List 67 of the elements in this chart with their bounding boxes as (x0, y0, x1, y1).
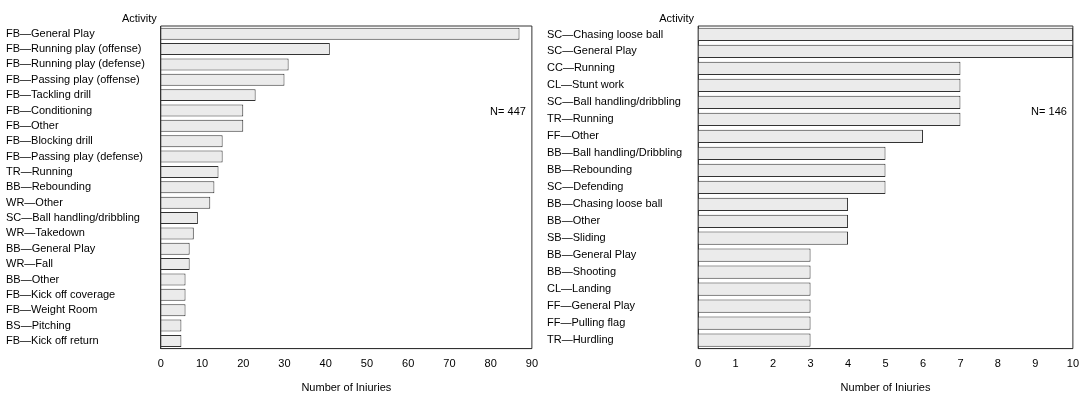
y-tick-label: FB—Other (6, 118, 59, 131)
y-tick-label: WR—Other (6, 195, 64, 208)
x-tick-label: 1 (732, 357, 739, 370)
x-tick-label: 4 (844, 357, 852, 370)
y-tick-label: SC—Ball handling/dribbling (547, 95, 681, 108)
y-tick-label: FF—General Play (547, 299, 636, 312)
y-tick-label: TR—Running (547, 112, 614, 125)
y-tick-label: BB—Ball handling/Dribbling (547, 146, 683, 159)
y-tick-label: BB—Rebounding (547, 163, 633, 176)
y-tick-label: BB—Other (6, 272, 60, 285)
y-tick-label: TR—Hurdling (547, 333, 614, 346)
y-tick-label: BB—Shooting (547, 265, 617, 278)
y-tick-label: FB—Kick off coverage (6, 287, 116, 300)
y-tick-label: FF—Other (547, 129, 600, 142)
annotation: N= 447 (490, 105, 526, 118)
y-tick-label: BB—Rebounding (6, 180, 92, 193)
annotation: N= 146 (1031, 105, 1067, 118)
y-tick-label: BS—Pitching (6, 318, 71, 331)
y-tick-label: BB—General Play (6, 241, 96, 254)
y-tick-label: SC—General Play (547, 44, 638, 57)
y-tick-label: CL—Stunt work (547, 78, 625, 91)
x-tick-label: 10 (195, 357, 209, 370)
y-tick-label: TR—Running (6, 164, 73, 177)
y-tick-label: FF—Pulling flag (547, 316, 626, 329)
y-tick-label: FB—Passing play (offense) (6, 72, 140, 85)
y-tick-label: SC—Chasing loose ball (547, 27, 664, 40)
x-tick-label: 90 (525, 357, 539, 370)
y-tick-label: FB—Passing play (defense) (6, 149, 143, 162)
x-tick-label: 30 (278, 357, 291, 370)
x-tick-label: 20 (237, 357, 250, 370)
x-tick-label: 10 (1066, 357, 1080, 370)
x-tick-label: 5 (882, 357, 889, 370)
y-tick-label: FB—Tackling drill (6, 88, 91, 101)
x-tick-label: 60 (402, 357, 415, 370)
y-tick-label: SC—Defending (547, 180, 624, 193)
y-tick-label: CL—Landing (547, 282, 612, 295)
y-tick-label: FB—Conditioning (6, 103, 93, 116)
y-tick-label: FB—Kick off return (6, 333, 99, 346)
y-tick-label: BB—General Play (547, 248, 637, 261)
x-tick-label: 0 (157, 357, 164, 370)
y-tick-label: FB—Running play (defense) (6, 57, 145, 70)
y-tick-label: CC—Running (547, 61, 615, 74)
x-axis-title: Number of Iniuries (840, 381, 931, 394)
x-tick-label: 7 (957, 357, 964, 370)
y-tick-label: FB—Weight Room (6, 303, 98, 316)
y-tick-label: SC—Ball handling/dribbling (6, 211, 140, 224)
y-axis-title: Activity (121, 11, 158, 24)
y-tick-label: FB—Running play (offense) (6, 42, 142, 55)
x-tick-label: 9 (1032, 357, 1039, 370)
y-tick-label: BB—Chasing loose ball (547, 197, 663, 210)
y-tick-label: FB—General Play (6, 26, 96, 39)
x-tick-label: 6 (919, 357, 927, 370)
y-axis-title: Activity (659, 11, 695, 24)
x-tick-label: 3 (807, 357, 814, 370)
x-tick-label: 8 (994, 357, 1001, 370)
x-axis-title: Number of Iniuries (301, 381, 392, 394)
x-tick-label: 80 (484, 357, 497, 370)
y-tick-label: FB—Blocking drill (6, 134, 93, 147)
y-tick-label: SB—Sliding (547, 231, 606, 244)
y-tick-label: WR—Fall (6, 257, 54, 270)
x-tick-label: 70 (443, 357, 456, 370)
x-tick-label: 2 (770, 357, 777, 370)
y-tick-label: WR—Takedown (6, 226, 85, 239)
x-tick-label: 0 (695, 357, 702, 370)
y-tick-label: BB—Other (547, 214, 601, 227)
x-tick-label: 50 (360, 357, 374, 370)
x-tick-label: 40 (319, 357, 332, 370)
